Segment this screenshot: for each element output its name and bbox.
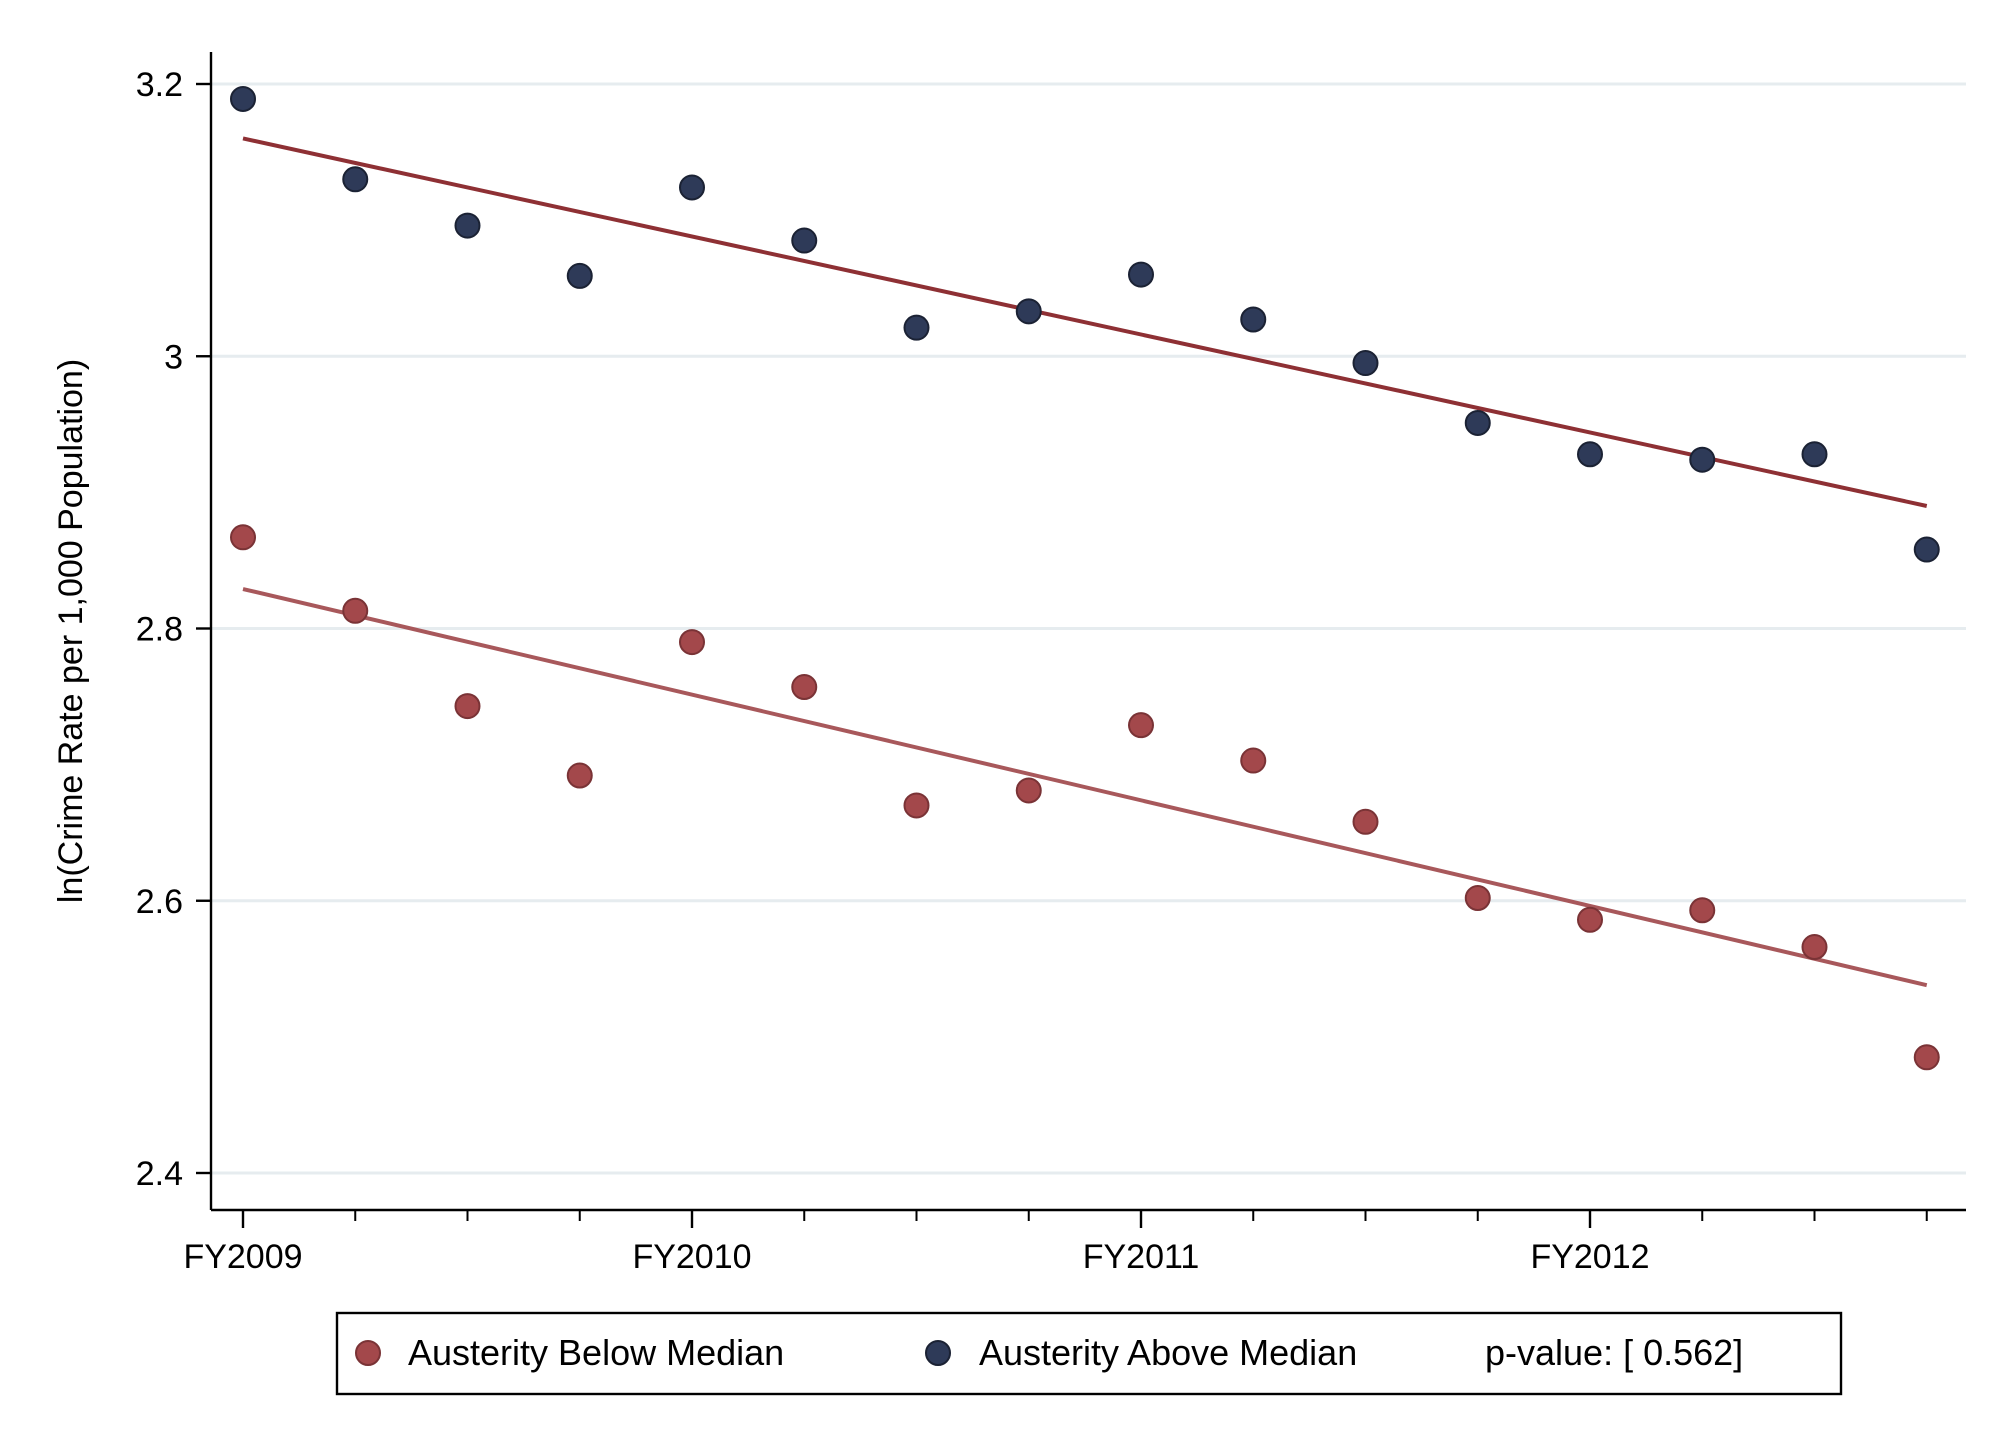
legend: Austerity Below Median Austerity Above M… [335, 1311, 1843, 1396]
point-below-median [1577, 906, 1603, 933]
axes [209, 52, 1966, 1212]
x-tick-label-FY2011: FY2011 [1083, 1238, 1200, 1276]
point-above-median [1015, 298, 1042, 325]
y-axis-title: ln(Crime Rate per 1,000 Population) [52, 359, 90, 903]
point-above-median [1913, 536, 1940, 563]
point-below-median [1801, 934, 1828, 961]
legend-box [335, 1311, 1843, 1396]
point-above-median [342, 166, 369, 193]
legend-marker-above-median [925, 1340, 951, 1366]
legend-marker-below-median [355, 1340, 381, 1366]
point-above-median [1577, 441, 1603, 468]
y-tick-label-3: 3 [164, 338, 183, 376]
point-above-median [903, 314, 930, 341]
legend-label-below-median: Austerity Below Median [408, 1332, 784, 1373]
y-tick-label-2.6: 2.6 [136, 883, 183, 921]
point-above-median [566, 262, 593, 289]
y-tick-label-2.8: 2.8 [136, 611, 183, 649]
point-below-median [679, 629, 705, 656]
x-tick-label-FY2012: FY2012 [1530, 1238, 1649, 1276]
point-below-median [1352, 808, 1379, 835]
point-above-median [230, 85, 256, 112]
point-above-median [1240, 306, 1267, 333]
point-below-median [454, 693, 481, 720]
point-below-median [1015, 777, 1042, 804]
point-above-median [1464, 409, 1491, 436]
point-below-median [1128, 712, 1154, 739]
point-above-median [1801, 441, 1828, 468]
x-tick-label-FY2010: FY2010 [632, 1238, 751, 1276]
fit-lines [242, 136, 1928, 988]
point-below-median [1689, 897, 1716, 924]
point-below-median [791, 674, 818, 701]
point-above-median [1689, 446, 1716, 473]
point-below-median [230, 524, 256, 551]
point-above-median [791, 227, 818, 254]
legend-label-above-median: Austerity Above Median [979, 1332, 1357, 1373]
p-value-annotation: p-value: [ 0.562] [1485, 1332, 1743, 1373]
point-below-median [903, 792, 930, 819]
point-below-median [342, 597, 369, 624]
point-below-median [1464, 885, 1491, 912]
point-above-median [1352, 350, 1379, 377]
data-points [230, 85, 1940, 1071]
grid-lines [211, 82, 1966, 1175]
point-below-median [566, 762, 593, 789]
point-above-median [679, 174, 705, 201]
y-tick-label-2.4: 2.4 [136, 1155, 183, 1193]
point-above-median [454, 212, 481, 239]
point-below-median [1913, 1044, 1940, 1071]
point-below-median [1240, 747, 1267, 774]
fit-line-above-median [242, 136, 1928, 508]
axis-ticks: 2.4 2.6 2.8 3 3.2 FY2009 FY2010 FY2011 FY2012 [136, 66, 1928, 1276]
fit-line-below-median [242, 587, 1928, 988]
x-tick-label-FY2009: FY2009 [183, 1238, 302, 1276]
y-tick-label-3.2: 3.2 [136, 66, 183, 104]
point-above-median [1128, 261, 1154, 288]
